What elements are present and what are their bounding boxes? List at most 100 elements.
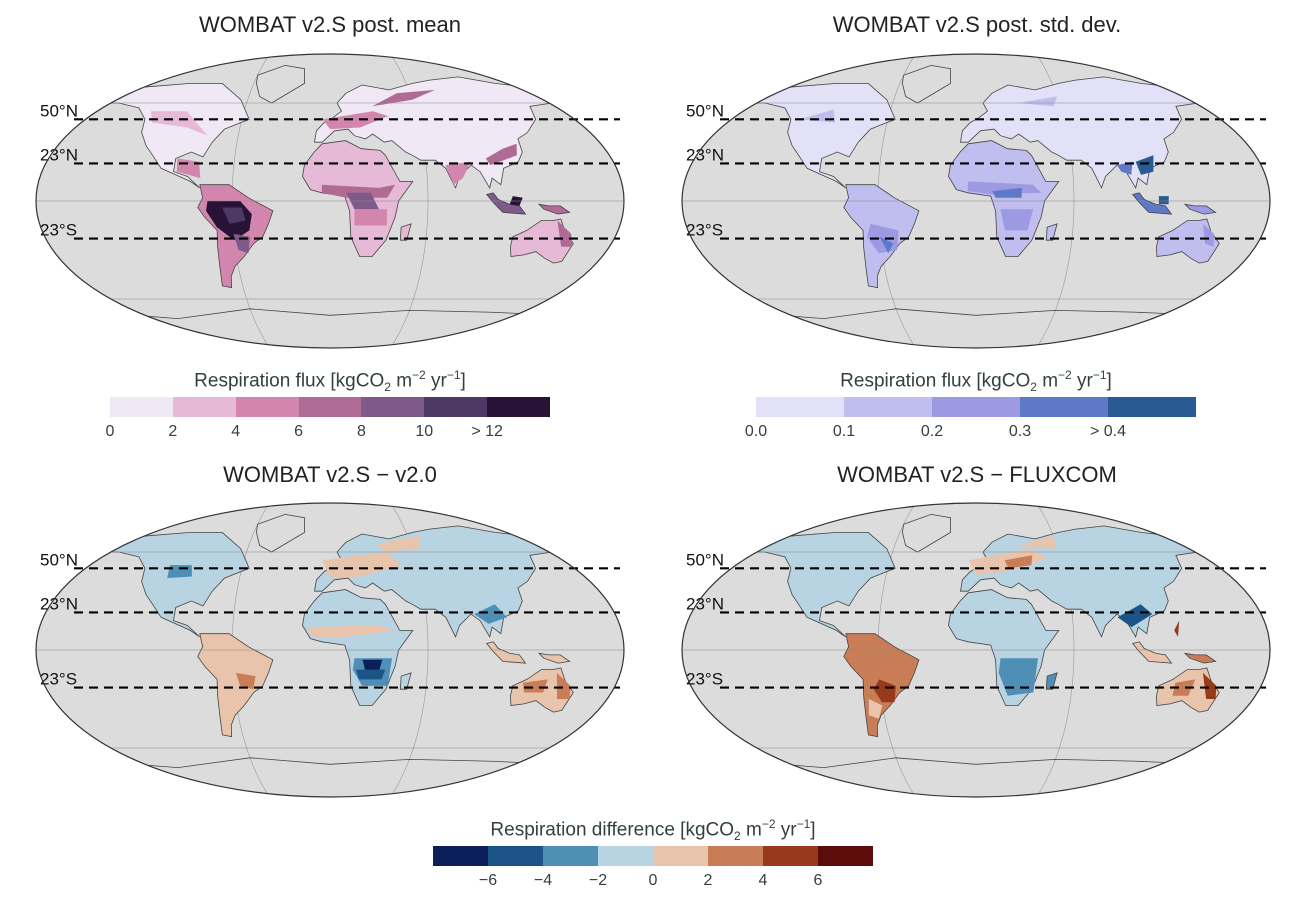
colorbar-swatch: [932, 397, 1020, 417]
antarctica-coast: [93, 757, 563, 769]
continent-greenland: [901, 513, 952, 553]
flux-region: [1158, 196, 1169, 205]
flux-region: [322, 552, 403, 579]
map-border: [35, 53, 625, 349]
colorbar-tick-label: −4: [533, 872, 553, 889]
flux-region: [998, 658, 1038, 696]
panel-title-mean: WOMBAT v2.S post. mean: [198, 12, 462, 37]
flux-region: [1000, 209, 1034, 231]
flux-region: [321, 184, 396, 198]
colorbar-tick-label: −2: [588, 872, 608, 889]
flux-region: [1117, 604, 1153, 628]
flux-region: [1172, 679, 1196, 696]
flux-region: [1135, 155, 1154, 175]
flux-region: [1202, 223, 1214, 247]
colorbar-swatch: [361, 397, 425, 417]
colorbar-std: [756, 397, 1196, 417]
flux-region: [523, 679, 548, 693]
flux-region: [1004, 555, 1033, 569]
antarctica-coast: [739, 757, 1209, 769]
flux-region: [354, 209, 388, 226]
lat-label: 23°S: [686, 670, 723, 689]
continent-indonesia: [1183, 652, 1217, 664]
colorbar-swatch: [543, 846, 598, 866]
colorbar-swatch: [433, 846, 488, 866]
colorbar-swatch: [487, 397, 550, 417]
flux-region: [868, 699, 883, 719]
flux-region: [236, 672, 256, 690]
lat-label: 23°S: [686, 221, 723, 240]
map-border: [35, 502, 625, 798]
continent-madagascar: [1045, 223, 1058, 241]
flux-region: [855, 653, 882, 667]
flux-region: [356, 669, 386, 680]
map-border: [681, 53, 1271, 349]
antarctica-coast: [93, 308, 563, 320]
flux-region: [1174, 620, 1180, 637]
colorbar-swatch: [1020, 397, 1108, 417]
colorbar-swatch: [756, 397, 844, 417]
continent-namerica: [99, 532, 250, 638]
colorbar-title-diff: Respiration difference [kgCO2 m−2 yr−1]: [490, 817, 816, 844]
colorbar-swatch: [172, 397, 236, 417]
flux-region: [873, 679, 896, 703]
colorbar-tick-label: > 0.4: [1089, 423, 1127, 440]
colorbar-swatch: [653, 846, 708, 866]
colorbar-tick-label: −6: [478, 872, 498, 889]
flux-region: [556, 672, 571, 699]
colorbar-swatch: [598, 846, 653, 866]
flux-region: [372, 89, 435, 107]
colorbar-tick-label: 8: [356, 423, 366, 440]
colorbar-mean: [110, 397, 550, 417]
map-post-mean: 50°N 23°N 23°S: [35, 53, 625, 349]
flux-region: [1117, 161, 1133, 175]
lat-label: 50°N: [40, 101, 78, 120]
colorbar-tick-label: 2: [703, 872, 713, 889]
colorbar-swatch: [298, 397, 362, 417]
flux-region: [967, 181, 1042, 195]
continent-namerica: [745, 83, 896, 189]
colorbar-tick-label: 0.0: [744, 423, 768, 440]
flux-region: [485, 143, 517, 166]
panel-title-diff-fluxcom: WOMBAT v2.S − FLUXCOM: [837, 462, 1117, 487]
continent-madagascar: [399, 223, 412, 241]
lat-label: 23°N: [40, 594, 78, 613]
colorbar-tick-label: 0.3: [1008, 423, 1032, 440]
colorbar-swatch: [488, 846, 543, 866]
colorbar-swatch: [818, 846, 873, 866]
flux-region: [1016, 535, 1056, 549]
map-diff-fluxcom: 50°N 23°N 23°S: [681, 502, 1271, 798]
colorbar-diff: [433, 846, 873, 866]
colorbar-swatch: [424, 397, 488, 417]
colorbar-tick-label: 2: [168, 423, 178, 440]
colorbar-title-std: Respiration flux [kgCO2 m−2 yr−1]: [840, 368, 1112, 395]
colorbar-tick-label: 0: [105, 423, 115, 440]
flux-region: [167, 565, 192, 579]
continent-namerica: [99, 83, 250, 189]
continent-indonesia: [1183, 203, 1217, 215]
continent-namerica: [745, 532, 896, 638]
map-border: [681, 502, 1271, 798]
colorbar-tick-label: 4: [231, 423, 241, 440]
lat-label: 23°N: [686, 145, 724, 164]
colorbar-tick-label: > 12: [471, 423, 503, 440]
flux-region: [322, 111, 389, 130]
colorbar-tick-label: 4: [758, 872, 768, 889]
colorbar-swatch: [763, 846, 818, 866]
lat-label: 23°N: [686, 594, 724, 613]
colorbar-swatch: [844, 397, 932, 417]
colorbar-swatch: [1108, 397, 1196, 417]
flux-region: [151, 111, 208, 136]
flux-region: [951, 623, 1041, 637]
flux-region: [222, 207, 246, 224]
colorbar-tick-label: 0.1: [832, 423, 856, 440]
continent-indonesia: [537, 203, 571, 215]
continent-indonesia: [537, 652, 571, 664]
lat-label: 50°N: [40, 550, 78, 569]
continent-madagascar: [1045, 672, 1058, 690]
lat-label: 23°S: [40, 670, 77, 689]
antarctica-coast: [739, 308, 1209, 320]
lat-label: 23°N: [40, 145, 78, 164]
flux-region: [377, 535, 421, 552]
lat-label: 50°N: [686, 101, 724, 120]
